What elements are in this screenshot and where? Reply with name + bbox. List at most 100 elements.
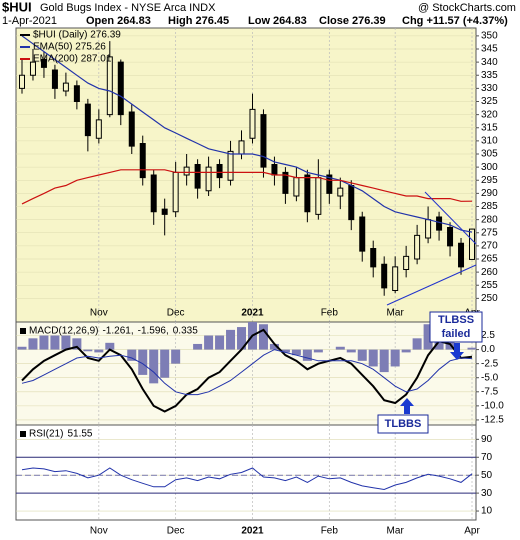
x-tick-label: Feb [321, 308, 339, 319]
histogram-bar [50, 335, 60, 350]
y-tick-label: 320 [481, 109, 498, 120]
legend-label: 51.55 [67, 429, 92, 440]
histogram-bar [379, 349, 389, 373]
y-tick-label: 345 [481, 44, 498, 55]
annotation-box [377, 414, 429, 434]
candle-body [381, 263, 388, 289]
plot-area [17, 322, 476, 413]
histogram-bar [94, 349, 104, 353]
x-tick-label: Feb [321, 526, 339, 537]
y-tick-label: 270 [481, 241, 498, 252]
y-tick-label: -5.0 [481, 372, 499, 383]
y-tick-label: 50 [481, 470, 493, 481]
info-close: Close 276.39 [319, 15, 386, 27]
histogram-bar [269, 343, 279, 350]
candle-body [315, 177, 322, 215]
histogram-bar [138, 349, 148, 375]
y-tick-label: 70 [481, 452, 493, 463]
histogram-bar [193, 343, 203, 350]
candle-body [414, 234, 421, 260]
panel: 90 70 50 30 10 RSI(21) 51.55 [15, 424, 493, 521]
y-tick-label: 255 [481, 280, 498, 291]
x-tick-label: 2021 [241, 526, 264, 537]
y-tick-label: 285 [481, 201, 498, 212]
y-tick-label: 280 [481, 214, 498, 225]
series-line [21, 467, 473, 491]
panel-background [15, 424, 477, 521]
x-tick-label: Dec [167, 526, 185, 537]
x-tick-label: Mar [387, 308, 405, 319]
panel-background [15, 27, 477, 323]
legend-label: 0.335 [173, 326, 198, 337]
candle-body [62, 82, 69, 92]
histogram-bar [357, 349, 367, 361]
histogram-bar [412, 338, 422, 350]
histogram-bar [160, 349, 170, 378]
candle-body [260, 114, 267, 168]
candle-body [205, 166, 212, 192]
candle-body [227, 150, 234, 181]
candle-body [425, 219, 432, 239]
y-tick-label: 300 [481, 162, 498, 173]
candle-body [29, 61, 36, 76]
panel-title: MACD(12,26,9) [29, 326, 98, 337]
histogram-bar [28, 338, 38, 350]
candle-body [216, 164, 223, 179]
histogram-bar [105, 342, 115, 350]
candle-body [51, 69, 58, 89]
series-line [21, 349, 473, 396]
histogram-bar [149, 349, 159, 384]
histogram-bar [390, 349, 400, 367]
candle-body [337, 187, 344, 197]
legend-label: $HUI (Daily) 276.39 [33, 30, 121, 41]
candle-body [469, 228, 475, 260]
histogram-bar [467, 347, 476, 350]
y-tick-label: 340 [481, 57, 498, 68]
x-tick-label: Dec [167, 308, 185, 319]
symbol: $HUI [2, 0, 32, 14]
legend-label: -1.596, [138, 326, 169, 337]
y-tick-label: 250 [481, 293, 498, 304]
y-tick-label: 10 [481, 506, 493, 517]
annotation-arrow [450, 343, 464, 360]
histogram-bar [346, 349, 356, 353]
y-tick-label: 275 [481, 227, 498, 238]
y-tick-label: -7.5 [481, 386, 499, 397]
panel: 250 255 260 265 270 275 280 285 290 295 300 305 310 3… [15, 27, 498, 323]
candle-body [447, 227, 454, 247]
histogram-bar [61, 335, 71, 350]
info-low: Low 264.83 [248, 15, 307, 27]
legend-label: EMA(200) 287.01 [33, 54, 112, 65]
panel-title: RSI(21) [29, 429, 63, 440]
y-tick-label: 330 [481, 83, 498, 94]
y-tick-label: -2.5 [481, 358, 499, 369]
histogram-bar [258, 324, 268, 350]
x-tick-label: Nov [90, 308, 108, 319]
histogram-bar [368, 349, 378, 367]
histogram-bar [291, 349, 301, 356]
candle-body [282, 171, 289, 194]
candle-body [95, 119, 102, 139]
candle-body [150, 174, 157, 213]
candle-body [73, 85, 80, 102]
candle-body [326, 174, 333, 194]
candle-body [128, 111, 135, 147]
histogram-bar [39, 335, 49, 350]
candle-body [183, 166, 190, 176]
y-tick-label: -10.0 [481, 401, 504, 412]
x-tick-label: 2021 [241, 308, 264, 319]
histogram-bar [226, 329, 236, 350]
y-tick-label: 295 [481, 175, 498, 186]
histogram-bar [401, 349, 411, 353]
histogram-bar [280, 349, 290, 353]
info-change: Chg +11.57 (+4.37%) [402, 15, 508, 27]
x-tick-label: Apr [464, 526, 480, 537]
overlay: TLBSS failed TLBBS [377, 191, 483, 434]
plot-area [21, 467, 473, 491]
legend-label: -1.261, [102, 326, 133, 337]
candle-body [161, 208, 168, 215]
histogram-bar [17, 346, 27, 350]
candle-body [271, 164, 278, 176]
y-tick-label: 265 [481, 254, 498, 265]
histogram-bar [313, 349, 323, 353]
